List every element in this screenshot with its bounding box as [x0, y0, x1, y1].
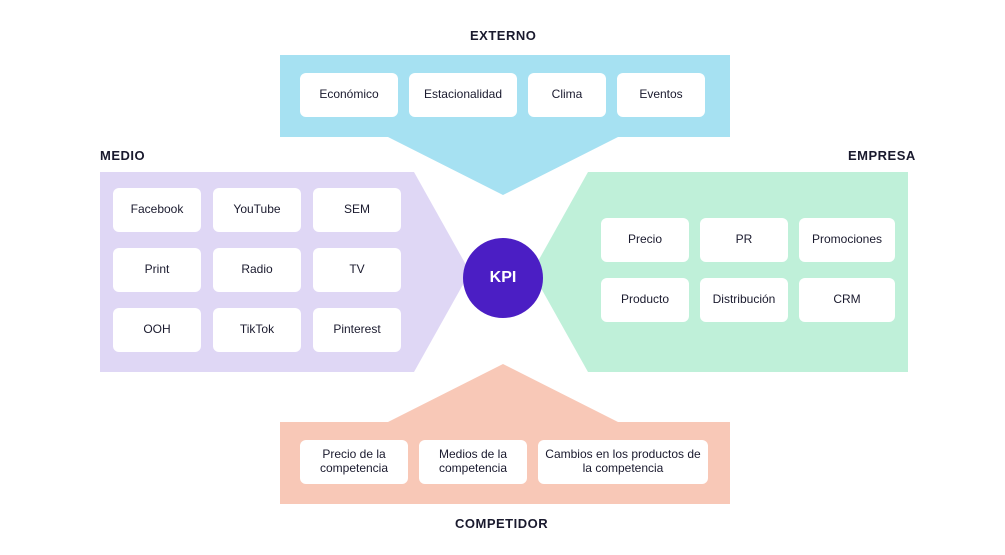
competidor-tile: Precio de la competencia	[300, 440, 408, 484]
empresa-tile: Producto	[601, 278, 689, 322]
empresa-tile: CRM	[799, 278, 895, 322]
empresa-title: EMPRESA	[848, 148, 916, 163]
kpi-circle: KPI	[463, 238, 543, 318]
empresa-tile: Precio	[601, 218, 689, 262]
empresa-tile: Promociones	[799, 218, 895, 262]
externo-tile: Clima	[528, 73, 606, 117]
empresa-shape	[532, 172, 908, 372]
competidor-tile: Cambios en los productos de la competenc…	[538, 440, 708, 484]
empresa-tile: PR	[700, 218, 788, 262]
medio-tile: Facebook	[113, 188, 201, 232]
externo-tile: Económico	[300, 73, 398, 117]
externo-tile: Eventos	[617, 73, 705, 117]
competidor-title: COMPETIDOR	[455, 516, 548, 531]
competidor-tile: Medios de la competencia	[419, 440, 527, 484]
empresa-tile: Distribución	[700, 278, 788, 322]
medio-tile: Pinterest	[313, 308, 401, 352]
externo-tile: Estacionalidad	[409, 73, 517, 117]
medio-tile: TV	[313, 248, 401, 292]
medio-tile: YouTube	[213, 188, 301, 232]
externo-title: EXTERNO	[470, 28, 536, 43]
medio-tile: Radio	[213, 248, 301, 292]
medio-tile: Print	[113, 248, 201, 292]
medio-tile: SEM	[313, 188, 401, 232]
medio-title: MEDIO	[100, 148, 145, 163]
medio-tile: TikTok	[213, 308, 301, 352]
medio-tile: OOH	[113, 308, 201, 352]
